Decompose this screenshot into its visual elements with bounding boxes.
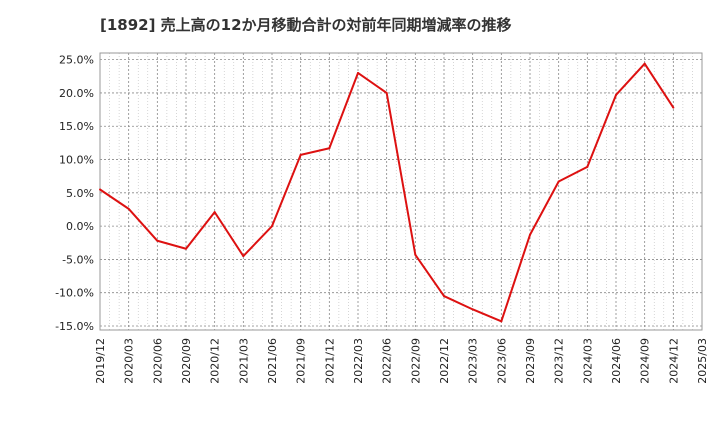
x-tick-label: 2021/03	[237, 338, 250, 384]
data-point	[414, 253, 417, 256]
x-axis-tick-labels: 2019/12 2020/03 2020/06 2020/09 2020/12 2021/…	[94, 338, 709, 384]
data-point	[443, 295, 445, 298]
x-tick-label: 2023/12	[553, 338, 566, 384]
x-tick-label: 2019/12	[94, 338, 107, 384]
grid-lines	[99, 53, 703, 330]
x-tick-label: 2021/12	[323, 338, 336, 384]
data-point	[529, 233, 531, 236]
data-point	[500, 320, 503, 323]
x-tick-label: 2024/03	[581, 338, 594, 384]
data-point	[357, 71, 359, 74]
x-tick-label: 2022/09	[409, 338, 422, 384]
x-tick-label: 2023/09	[524, 338, 537, 384]
data-point	[213, 211, 216, 214]
data-point	[156, 239, 159, 242]
data-point	[185, 247, 187, 250]
data-point	[271, 225, 273, 228]
x-tick-label: 2022/03	[352, 338, 365, 384]
data-point	[672, 106, 675, 109]
data-point	[385, 91, 388, 94]
data-point	[643, 62, 646, 65]
chart-title: [1892] 売上高の12か月移動合計の対前年同期増減率の推移	[100, 16, 512, 34]
data-point	[586, 165, 589, 168]
y-tick-label: -15.0%	[55, 320, 94, 333]
y-tick-label: 15.0%	[59, 120, 94, 133]
x-tick-label: 2024/09	[639, 338, 652, 384]
x-tick-label: 2020/03	[123, 338, 136, 384]
y-tick-label: 5.0%	[66, 187, 94, 200]
x-tick-label: 2022/06	[381, 338, 394, 384]
data-point	[127, 207, 130, 210]
series-layer	[99, 62, 675, 323]
y-tick-label: 25.0%	[59, 54, 94, 67]
y-axis-tick-labels: 25.0% 20.0% 15.0% 10.0% 5.0% 0.0% -5.0% -10.0% -…	[55, 54, 94, 333]
y-tick-label: 20.0%	[59, 87, 94, 100]
y-tick-label: 10.0%	[59, 154, 94, 167]
data-point	[242, 255, 245, 258]
chart-axes	[99, 52, 703, 331]
x-tick-label: 2021/09	[295, 338, 308, 384]
x-tick-label: 2020/12	[209, 338, 222, 384]
y-tick-label: -5.0%	[62, 253, 94, 266]
y-tick-label: -10.0%	[55, 287, 94, 300]
x-tick-label: 2020/09	[180, 338, 193, 384]
data-point	[299, 153, 302, 156]
x-tick-label: 2020/06	[151, 338, 164, 384]
data-point	[615, 93, 617, 96]
x-tick-label: 2021/06	[266, 338, 279, 384]
x-tick-label: 2023/03	[467, 338, 480, 384]
data-point	[557, 180, 560, 183]
x-tick-label: 2024/12	[667, 338, 680, 384]
plot-frame	[99, 52, 703, 331]
data-point	[99, 188, 101, 191]
x-tick-label: 2023/06	[495, 338, 508, 384]
x-tick-label: 2022/12	[438, 338, 451, 384]
data-point	[471, 308, 474, 311]
x-tick-label: 2025/03	[696, 338, 709, 384]
x-tick-label: 2024/06	[610, 338, 623, 384]
y-tick-label: 0.0%	[66, 220, 94, 233]
data-point	[328, 147, 331, 150]
